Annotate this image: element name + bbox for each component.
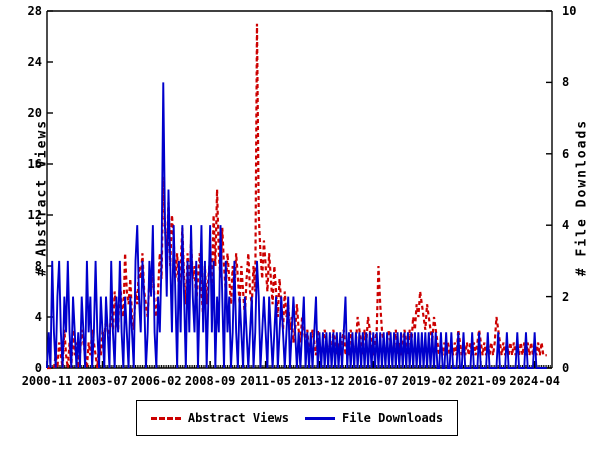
x-tick-2000-11: 2000-11 (21, 374, 73, 388)
x-tick-2011-05: 2011-05 (240, 374, 291, 388)
y-tick-left-24: 24 (27, 55, 42, 69)
y-tick-right-2: 2 (562, 289, 570, 304)
y-tick-right-8: 8 (562, 75, 570, 90)
x-tick-2021-09: 2021-09 (455, 374, 507, 388)
x-tick-2024-04: 2024-04 (509, 374, 560, 388)
legend-item-abstract-views: Abstract Views (150, 411, 289, 425)
y-tick-left-8: 8 (34, 259, 42, 273)
legend-swatch-file-downloads (305, 416, 335, 420)
y-tick-right-4: 4 (562, 218, 570, 233)
legend-item-file-downloads: File Downloads (305, 411, 443, 425)
y-tick-left-12: 12 (27, 208, 42, 222)
y-tick-left-28: 28 (27, 4, 42, 18)
x-tick-2019-02: 2019-02 (401, 374, 453, 388)
y-tick-right-0: 0 (562, 361, 570, 375)
chart-legend: Abstract Views File Downloads (136, 400, 458, 436)
y-axis-right-tick-labels: 0 2 4 6 8 10 (556, 0, 600, 450)
y-tick-right-10: 10 (562, 4, 577, 18)
legend-swatch-abstract-views (150, 416, 181, 420)
y-tick-left-16: 16 (27, 157, 42, 171)
x-tick-2006-02: 2006-02 (131, 374, 182, 388)
y-tick-left-4: 4 (34, 310, 42, 324)
series-file-downloads (46, 82, 547, 369)
x-tick-2003-07: 2003-07 (77, 374, 128, 388)
y-tick-right-6: 6 (562, 146, 570, 161)
x-tick-2016-07: 2016-07 (347, 374, 399, 388)
x-tick-2013-12: 2013-12 (294, 374, 345, 388)
y-tick-left-20: 20 (27, 106, 42, 120)
legend-label-abstract-views: Abstract Views (187, 411, 289, 425)
x-tick-2008-09: 2008-09 (184, 374, 236, 388)
y-axis-left-tick-labels: 0 4 8 12 16 20 24 28 (0, 0, 44, 450)
legend-label-file-downloads: File Downloads (342, 411, 444, 425)
y-tick-left-0: 0 (34, 361, 42, 375)
x-axis-tick-labels: 2000-11 2003-07 2006-02 2008-09 2011-05 2013-… (0, 370, 600, 390)
